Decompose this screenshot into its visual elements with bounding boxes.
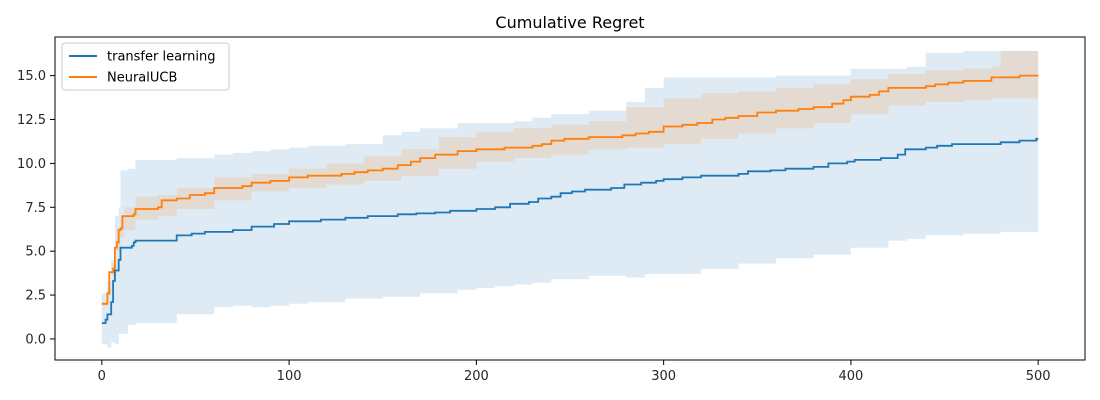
legend-label: transfer learning [107,50,216,65]
band-series-2 [101,51,1039,306]
y-tick-label: 7.5 [25,201,46,216]
y-tick-label: 10.0 [17,157,46,172]
legend-label: NeuralUCB [107,71,177,86]
chart-title: Cumulative Regret [495,13,644,32]
x-tick-label: 200 [464,369,489,384]
confidence-bands [101,51,1039,348]
y-tick-label: 2.5 [25,289,46,304]
y-tick-label: 5.0 [25,245,46,260]
legend: transfer learning NeuralUCB [61,42,230,91]
line-series-2 [101,74,1039,305]
band-series-1 [101,51,1039,348]
y-tick-label: 15.0 [17,69,46,84]
y-axis: 0.0 2.5 5.0 7.5 10.0 12.5 15.0 [17,69,55,347]
legend-box [61,42,230,91]
plot-frame [54,36,1086,361]
line-series-1 [101,137,1039,324]
y-tick-label: 12.5 [17,113,46,128]
x-axis: 0 100 200 300 400 500 [98,360,1051,384]
x-tick-label: 100 [277,369,302,384]
x-tick-label: 300 [651,369,676,384]
series-lines [101,74,1039,324]
y-tick-label: 0.0 [25,332,46,347]
x-tick-label: 500 [1026,369,1051,384]
x-tick-label: 400 [838,369,863,384]
x-tick-label: 0 [98,369,106,384]
